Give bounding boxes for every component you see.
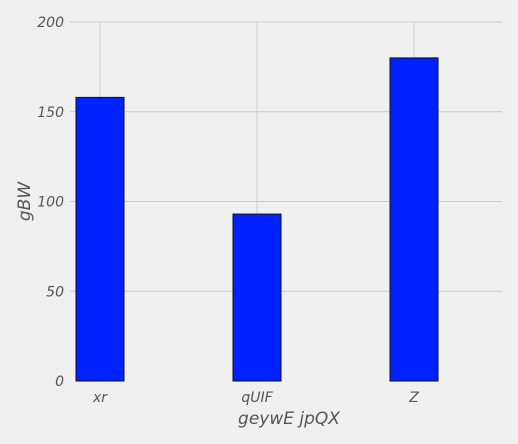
y-tick-label: 150 bbox=[37, 105, 64, 121]
bar-Z bbox=[389, 57, 439, 382]
bar-qUIF bbox=[232, 213, 282, 382]
x-tick-labels: xr qUIF Z bbox=[92, 390, 419, 406]
y-tick-label: 200 bbox=[37, 15, 64, 31]
y-tick-label: 100 bbox=[37, 195, 64, 211]
bars bbox=[75, 57, 439, 382]
y-axis-label: gBW bbox=[15, 181, 35, 221]
y-tick-labels: 0 50 100 150 200 bbox=[37, 15, 64, 390]
y-tick-label: 0 bbox=[55, 374, 64, 390]
y-tick-label: 50 bbox=[46, 284, 64, 300]
x-tick-label: qUIF bbox=[241, 390, 273, 406]
bar-xr bbox=[75, 96, 125, 382]
x-tick-label: xr bbox=[92, 390, 108, 406]
x-tick-label: Z bbox=[408, 390, 419, 406]
x-axis-label: geywE jpQX bbox=[238, 409, 340, 429]
